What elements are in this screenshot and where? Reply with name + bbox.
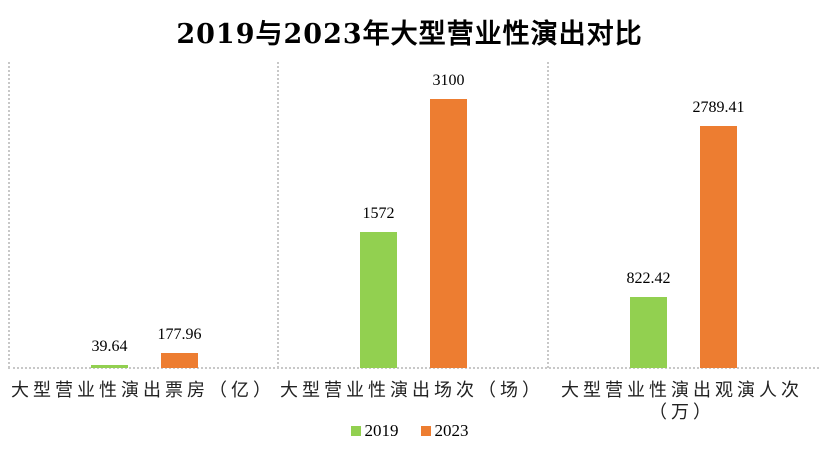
chart-title: 2019与2023年大型营业性演出对比	[176, 19, 643, 50]
bar-2023-1	[430, 99, 467, 368]
category-label-box-office: 大型营业性演出票房（亿）	[11, 380, 275, 401]
legend-swatch-2019	[350, 426, 361, 436]
left-axis-line	[8, 62, 10, 368]
category-label-audience-line2: （万）	[649, 402, 715, 423]
legend-label-2019: 2019	[364, 421, 399, 440]
category-label-audience-line1: 大型营业性演出观演人次	[561, 380, 803, 401]
legend-item-2023[interactable]: 2023	[420, 421, 469, 441]
category-label-shows: 大型营业性演出场次（场）	[280, 380, 544, 401]
data-label: 2789.41	[692, 98, 745, 116]
bar-2019-1	[360, 231, 397, 368]
data-label: 39.64	[91, 337, 128, 355]
x-axis-baseline	[8, 367, 819, 369]
data-label: 1572	[362, 204, 395, 222]
category-label-audience: 大型营业性演出观演人次 （万）	[547, 380, 817, 424]
bar-2023-2	[700, 125, 737, 368]
data-label: 822.42	[626, 269, 671, 287]
bar-2019-2	[630, 296, 667, 368]
bar-2019-0	[91, 364, 128, 368]
bar-2023-0	[161, 352, 198, 368]
legend-swatch-2023	[420, 426, 431, 436]
data-label: 3100	[432, 72, 465, 89]
legend-label-2023: 2023	[434, 421, 469, 440]
category-divider	[277, 62, 279, 368]
category-divider	[547, 62, 549, 368]
legend-item-2019[interactable]: 2019	[350, 421, 399, 441]
data-label: 177.96	[157, 325, 202, 343]
legend: 2019 2023	[0, 421, 819, 441]
